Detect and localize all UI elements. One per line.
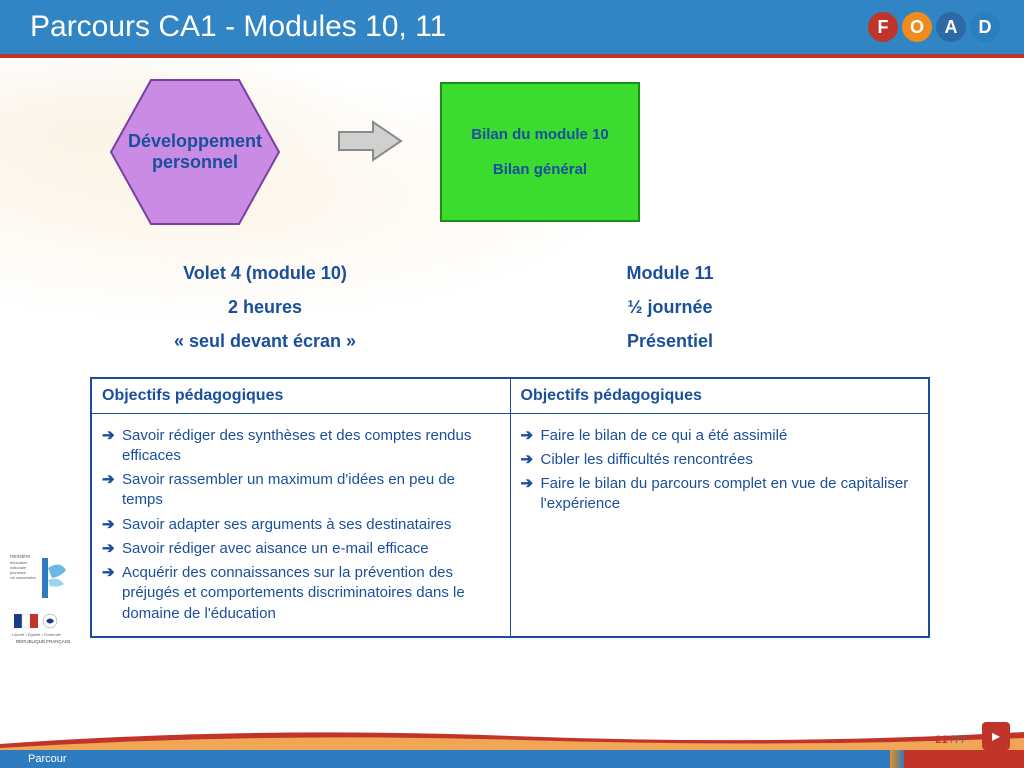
- sidebar-logos: ministère éducation nationale jeunesse v…: [8, 550, 78, 650]
- republique-francaise-logo: Liberté • Égalité • Fraternité RÉPUBLIQU…: [8, 610, 70, 650]
- badge-o: O: [902, 12, 932, 42]
- c1-item: Savoir adapter ses arguments à ses desti…: [102, 515, 500, 535]
- diagram-row: Développement personnel Bilan du module …: [90, 76, 974, 246]
- sub-left: Volet 4 (module 10) 2 heures « seul deva…: [90, 256, 440, 359]
- c2-item: Faire le bilan du parcours complet en vu…: [521, 474, 919, 515]
- footer-bar: [0, 750, 1024, 768]
- c1-item: Acquérir des connaissances sur la préven…: [102, 563, 500, 624]
- badge-a: A: [936, 12, 966, 42]
- green-box: Bilan du module 10 Bilan général: [440, 82, 640, 222]
- col2-cell: Faire le bilan de ce qui a été assimilé …: [510, 413, 929, 637]
- chevron-right-icon: ▸: [992, 726, 1000, 746]
- subleft-2: 2 heures: [90, 290, 440, 324]
- c2-item: Faire le bilan de ce qui a été assimilé: [521, 426, 919, 446]
- hex-line2: personnel: [152, 152, 238, 172]
- next-button[interactable]: ▸: [982, 722, 1010, 750]
- footer-text: Parcour: [28, 750, 67, 768]
- badge-d: D: [970, 12, 1000, 42]
- subright-1: Module 11: [520, 256, 820, 290]
- arrow-icon: [335, 118, 405, 164]
- hex-line1: Développement: [128, 131, 262, 151]
- svg-text:Liberté • Égalité • Fraternité: Liberté • Égalité • Fraternité: [12, 632, 62, 637]
- col1-header: Objectifs pédagogiques: [91, 378, 510, 414]
- page-current: 21: [935, 734, 947, 746]
- c1-item: Savoir rédiger avec aisance un e-mail ef…: [102, 539, 500, 559]
- svg-text:RÉPUBLIQUE FRANÇAISE: RÉPUBLIQUE FRANÇAISE: [16, 638, 70, 644]
- svg-text:vie associative: vie associative: [10, 575, 37, 580]
- arrow-container: [300, 76, 440, 164]
- c1-item: Savoir rassembler un maximum d'idées en …: [102, 470, 500, 511]
- subright-2: ½ journée: [520, 290, 820, 324]
- objectives-table: Objectifs pédagogiques Objectifs pédagog…: [90, 377, 930, 638]
- hexagon-container: Développement personnel: [90, 76, 300, 228]
- hexagon-shape: Développement personnel: [107, 76, 283, 228]
- badge-f: F: [868, 12, 898, 42]
- col1-cell: Savoir rédiger des synthèses et des comp…: [91, 413, 510, 637]
- green-line2: Bilan général: [493, 161, 587, 178]
- sub-right: Module 11 ½ journée Présentiel: [520, 256, 820, 359]
- c2-item: Cibler les difficultés rencontrées: [521, 450, 919, 470]
- col2-header: Objectifs pédagogiques: [510, 378, 929, 414]
- subright-3: Présentiel: [520, 324, 820, 358]
- green-line1: Bilan du module 10: [471, 126, 609, 143]
- footer: Parcour: [0, 732, 1024, 768]
- subleft-1: Volet 4 (module 10): [90, 256, 440, 290]
- col2-bullets: Faire le bilan de ce qui a été assimilé …: [521, 426, 919, 515]
- education-ministry-logo: ministère éducation nationale jeunesse v…: [8, 550, 70, 606]
- header-bar: Parcours CA1 - Modules 10, 11 F O A D: [0, 0, 1024, 54]
- hexagon-label: Développement personnel: [115, 131, 275, 173]
- footer-wave: [0, 722, 1024, 752]
- subleft-3: « seul devant écran »: [90, 324, 440, 358]
- page-title: Parcours CA1 - Modules 10, 11: [30, 10, 446, 44]
- foad-badges: F O A D: [868, 12, 1000, 42]
- c1-item: Savoir rédiger des synthèses et des comp…: [102, 426, 500, 467]
- sub-labels: Volet 4 (module 10) 2 heures « seul deva…: [90, 256, 974, 359]
- page-number: 21 /77: [935, 734, 966, 746]
- page-total: /77: [951, 734, 966, 746]
- col1-bullets: Savoir rédiger des synthèses et des comp…: [102, 426, 500, 624]
